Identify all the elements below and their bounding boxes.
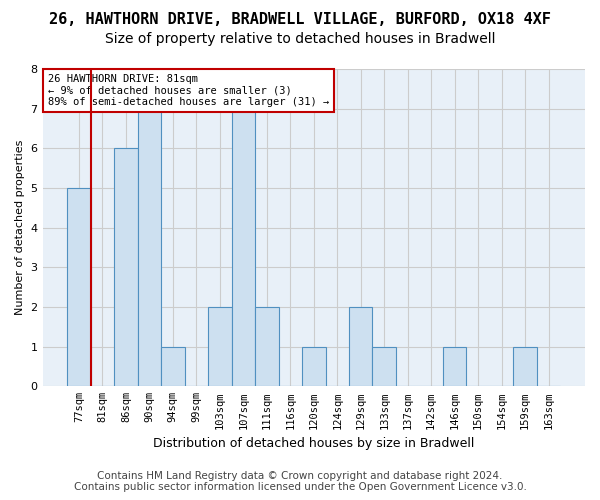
Y-axis label: Number of detached properties: Number of detached properties (15, 140, 25, 316)
Bar (137, 108, 161, 386)
X-axis label: Distribution of detached houses by size in Bradwell: Distribution of detached houses by size … (153, 437, 475, 450)
Bar (373, 346, 396, 387)
Bar (114, 148, 137, 386)
Text: Contains HM Land Registry data © Crown copyright and database right 2024.
Contai: Contains HM Land Registry data © Crown c… (74, 471, 526, 492)
Text: 26 HAWTHORN DRIVE: 81sqm
← 9% of detached houses are smaller (3)
89% of semi-det: 26 HAWTHORN DRIVE: 81sqm ← 9% of detache… (48, 74, 329, 107)
Bar (443, 346, 466, 387)
Bar (161, 346, 185, 387)
Bar (255, 307, 278, 386)
Bar (514, 346, 537, 387)
Bar (349, 307, 373, 386)
Text: 26, HAWTHORN DRIVE, BRADWELL VILLAGE, BURFORD, OX18 4XF: 26, HAWTHORN DRIVE, BRADWELL VILLAGE, BU… (49, 12, 551, 28)
Bar (232, 108, 255, 386)
Bar (208, 307, 232, 386)
Bar (302, 346, 326, 387)
Text: Size of property relative to detached houses in Bradwell: Size of property relative to detached ho… (105, 32, 495, 46)
Bar (67, 188, 91, 386)
